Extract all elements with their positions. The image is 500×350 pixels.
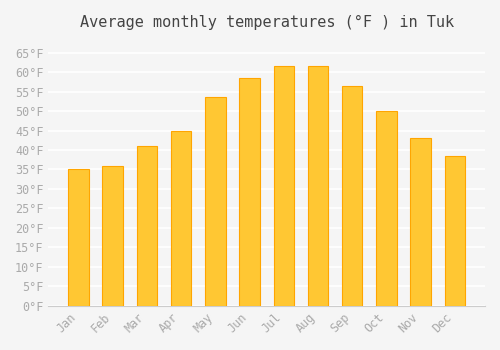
Bar: [342, 86, 362, 306]
Bar: [410, 138, 431, 306]
Bar: [240, 78, 260, 306]
Title: Average monthly temperatures (°F ) in Tuk: Average monthly temperatures (°F ) in Tu…: [80, 15, 454, 30]
Bar: [376, 111, 396, 306]
Bar: [274, 66, 294, 306]
Bar: [68, 169, 88, 306]
Bar: [444, 156, 465, 306]
Bar: [205, 97, 226, 306]
Bar: [308, 66, 328, 306]
Bar: [102, 166, 123, 306]
Bar: [171, 131, 192, 306]
Bar: [136, 146, 157, 306]
